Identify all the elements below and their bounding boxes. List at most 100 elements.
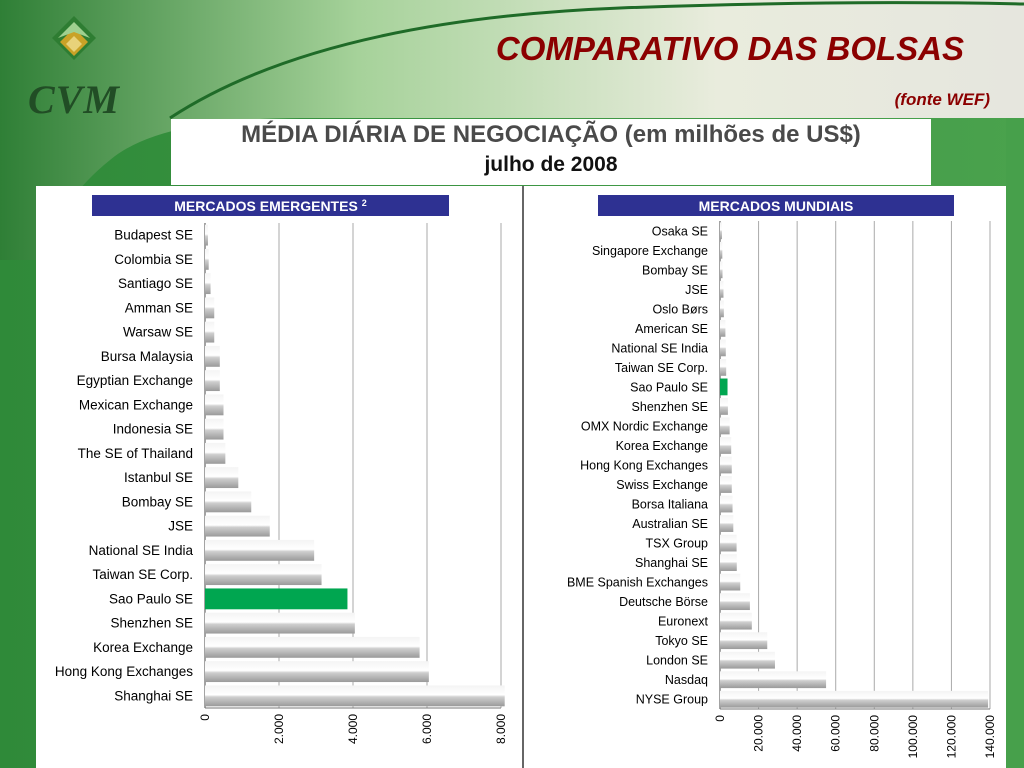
bar-jse bbox=[720, 280, 724, 298]
category-label: Deutsche Börse bbox=[619, 595, 708, 609]
bar-oslo-b-rs bbox=[720, 300, 724, 318]
category-label: Sao Paulo SE bbox=[630, 380, 708, 394]
bar-tsx-group bbox=[720, 534, 737, 552]
category-label: Mexican Exchange bbox=[79, 397, 193, 412]
logo-text: CVM bbox=[28, 77, 120, 122]
category-label: OMX Nordic Exchange bbox=[581, 419, 708, 433]
x-tick-label: 8.000 bbox=[494, 714, 508, 744]
bar-shenzhen-se bbox=[720, 398, 728, 415]
bar-the-se-of-thailand bbox=[205, 442, 226, 464]
chart-area: MERCADOS EMERGENTES 2 Budapest SE Colombia … bbox=[36, 186, 1006, 768]
category-label: Borsa Italiana bbox=[632, 498, 708, 512]
category-label: Bursa Malaysia bbox=[101, 349, 194, 364]
category-label: Amman SE bbox=[125, 300, 193, 315]
category-label: Santiago SE bbox=[118, 276, 193, 291]
bar-indonesia-se bbox=[205, 418, 224, 440]
category-label: The SE of Thailand bbox=[78, 446, 193, 461]
x-tick-label: 0 bbox=[198, 714, 212, 721]
bar-sao-paulo-se bbox=[720, 378, 728, 396]
bar-colombia-se bbox=[205, 248, 209, 270]
bar-mexican-exchange bbox=[205, 394, 224, 416]
category-label: NYSE Group bbox=[636, 693, 708, 707]
bar-hong-kong-exchanges bbox=[720, 456, 732, 474]
category-label: Hong Kong Exchanges bbox=[580, 459, 708, 473]
bar-swiss-exchange bbox=[720, 476, 732, 493]
bar-bombay-se bbox=[720, 261, 723, 279]
x-tick-label: 120.000 bbox=[944, 715, 958, 759]
category-label: Indonesia SE bbox=[113, 422, 193, 437]
x-tick-label: 80.000 bbox=[867, 715, 881, 752]
category-label: JSE bbox=[168, 519, 193, 534]
bar-bursa-malaysia bbox=[205, 345, 220, 367]
bar-national-se-india bbox=[720, 339, 726, 357]
cvm-logo: CVM bbox=[18, 14, 130, 122]
category-label: BME Spanish Exchanges bbox=[567, 576, 708, 590]
bar-taiwan-se-corp- bbox=[720, 359, 727, 376]
category-label: Nasdaq bbox=[665, 673, 708, 687]
category-label: Shenzhen SE bbox=[632, 400, 708, 414]
category-label: Budapest SE bbox=[114, 228, 193, 243]
category-label: Swiss Exchange bbox=[616, 478, 708, 492]
category-label: Singapore Exchange bbox=[592, 244, 708, 258]
panel-header-world bbox=[598, 195, 954, 216]
bar-hong-kong-exchanges bbox=[205, 661, 429, 683]
bar-nyse-group bbox=[720, 690, 989, 708]
panel-title-superscript: 2 bbox=[362, 198, 367, 208]
chart-header-subtitle: julho de 2008 bbox=[484, 153, 618, 176]
chart-world-markets: MERCADOS MUNDIAIS Osaka SE Singapore Excha… bbox=[567, 195, 997, 758]
bar-taiwan-se-corp- bbox=[205, 564, 322, 586]
bar-jse bbox=[205, 515, 270, 537]
bar-korea-exchange bbox=[205, 636, 420, 658]
bar-borsa-italiana bbox=[720, 495, 733, 513]
category-label: Osaka SE bbox=[652, 224, 708, 238]
bar-euronext bbox=[720, 612, 752, 630]
x-tick-label: 100.000 bbox=[906, 715, 920, 759]
category-label: JSE bbox=[685, 283, 708, 297]
header-swoosh-line bbox=[169, 1, 1024, 120]
category-label: London SE bbox=[646, 654, 708, 668]
category-label: Shenzhen SE bbox=[110, 616, 193, 631]
x-tick-label: 140.000 bbox=[983, 715, 997, 759]
x-tick-label: 60.000 bbox=[829, 715, 843, 752]
bar-nasdaq bbox=[720, 671, 827, 689]
category-label: Bombay SE bbox=[122, 494, 193, 509]
bar-korea-exchange bbox=[720, 437, 732, 454]
bar-osaka-se bbox=[720, 222, 722, 240]
category-label: Bombay SE bbox=[642, 263, 708, 277]
x-tick-label: 4.000 bbox=[346, 714, 360, 744]
category-label: Australian SE bbox=[632, 517, 708, 531]
x-tick-label: 6.000 bbox=[420, 714, 434, 744]
bar-warsaw-se bbox=[205, 321, 215, 343]
slide-source: (fonte WEF) bbox=[894, 90, 990, 109]
category-label: Korea Exchange bbox=[616, 439, 708, 453]
bar-shenzhen-se bbox=[205, 612, 355, 634]
category-label: Egyptian Exchange bbox=[77, 373, 193, 388]
bar-shanghai-se bbox=[205, 685, 505, 707]
x-tick-label: 20.000 bbox=[752, 715, 766, 752]
bar-australian-se bbox=[720, 515, 734, 532]
bar-santiago-se bbox=[205, 273, 211, 295]
category-label: Tokyo SE bbox=[655, 634, 708, 648]
bar-deutsche-b-rse bbox=[720, 593, 750, 611]
bar-shanghai-se bbox=[720, 554, 737, 571]
category-label: Taiwan SE Corp. bbox=[92, 567, 193, 582]
bar-tokyo-se bbox=[720, 632, 768, 650]
bar-bme-spanish-exchanges bbox=[720, 573, 741, 591]
bar-american-se bbox=[720, 319, 726, 337]
bar-omx-nordic-exchange bbox=[720, 417, 730, 435]
bar-budapest-se bbox=[205, 224, 208, 246]
category-label: Euronext bbox=[658, 615, 709, 629]
category-label: National SE India bbox=[89, 543, 194, 558]
charts-svg: MERCADOS EMERGENTES 2 Budapest SE Colombia … bbox=[55, 186, 997, 768]
category-label: National SE India bbox=[611, 341, 708, 355]
category-label: TSX Group bbox=[645, 537, 708, 551]
category-label: Warsaw SE bbox=[123, 325, 193, 340]
bar-istanbul-se bbox=[205, 467, 239, 489]
category-label: Sao Paulo SE bbox=[109, 591, 193, 606]
category-label: Taiwan SE Corp. bbox=[615, 361, 708, 375]
panel-header-emerging bbox=[92, 195, 449, 216]
x-tick-label: 0 bbox=[713, 715, 727, 722]
bar-national-se-india bbox=[205, 539, 315, 561]
bar-amman-se bbox=[205, 297, 215, 319]
x-tick-label: 2.000 bbox=[272, 714, 286, 744]
